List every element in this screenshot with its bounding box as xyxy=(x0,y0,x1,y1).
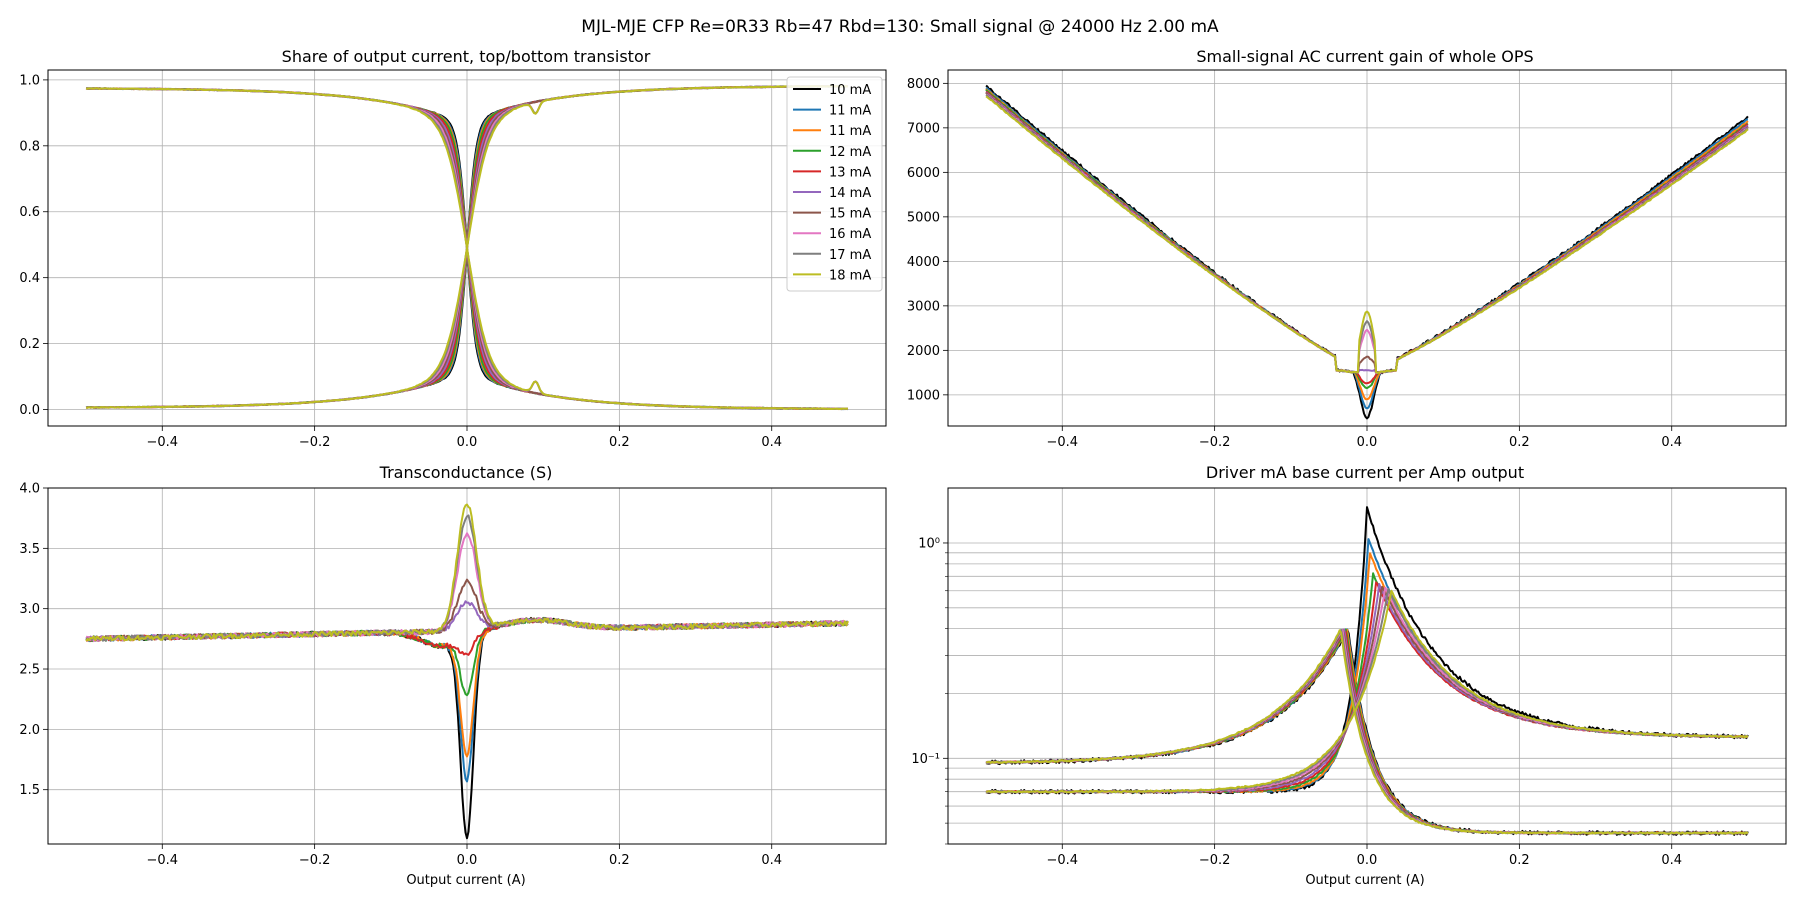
y-tick-label: 0.2 xyxy=(19,337,40,352)
series-group xyxy=(985,84,1749,420)
x-tick-label: 0.0 xyxy=(457,853,478,868)
series-group xyxy=(985,506,1749,836)
y-tick-label: 8000 xyxy=(907,77,940,92)
plot-frame xyxy=(947,69,1787,427)
legend-label: 17 mA xyxy=(829,248,871,263)
panel-transconductance: Transconductance (S) Output current (A) … xyxy=(19,463,887,888)
y-tick-label: 1.5 xyxy=(19,783,40,798)
y-tick-label: 0.8 xyxy=(19,139,40,154)
x-tick-label: −0.4 xyxy=(1046,435,1078,450)
legend-label: 14 mA xyxy=(829,186,871,201)
panel-title: Share of output current, top/bottom tran… xyxy=(282,47,651,66)
y-tick-label: 0.6 xyxy=(19,205,40,220)
x-tick-label: 0.4 xyxy=(761,435,782,450)
x-tick-label: −0.4 xyxy=(1046,853,1078,868)
y-tick-label: 2000 xyxy=(907,344,940,359)
series-line xyxy=(986,629,1749,835)
legend-label: 16 mA xyxy=(829,227,871,242)
x-axis-label: Output current (A) xyxy=(406,873,525,888)
y-tick-label: 6000 xyxy=(907,166,940,181)
legend: 10 mA 11 mA 11 mA 12 mA 13 mA 14 mA 15 mA 16 mA… xyxy=(786,76,883,292)
y-tick-label: 0.4 xyxy=(19,271,40,286)
x-axis-label: Output current (A) xyxy=(1305,873,1424,888)
y-tick-label: 1000 xyxy=(907,388,940,403)
y-tick-label: 3000 xyxy=(907,299,940,314)
x-tick-label: −0.2 xyxy=(299,435,331,450)
legend-label: 13 mA xyxy=(829,165,871,180)
series-group xyxy=(85,84,849,411)
y-tick-label: 5000 xyxy=(907,210,940,225)
legend-label: 15 mA xyxy=(829,207,871,222)
x-tick-label: 0.2 xyxy=(609,853,630,868)
panel-title: Driver mA base current per Amp output xyxy=(1206,463,1524,482)
series-line xyxy=(85,503,849,642)
y-tick-label: 4000 xyxy=(907,255,940,270)
x-tick-label: 0.0 xyxy=(1357,435,1378,450)
legend-label: 18 mA xyxy=(829,268,871,283)
x-tick-label: 0.2 xyxy=(1509,853,1530,868)
legend-label: 11 mA xyxy=(829,124,871,139)
x-tick-label: −0.2 xyxy=(1199,435,1231,450)
series-line xyxy=(85,246,849,410)
x-tick-label: −0.4 xyxy=(146,853,178,868)
x-tick-label: 0.2 xyxy=(1509,435,1530,450)
y-tick-label: 3.5 xyxy=(19,542,40,557)
legend-label: 12 mA xyxy=(829,145,871,160)
panel-driver: Driver mA base current per Amp output Ou… xyxy=(911,463,1787,888)
plot-frame xyxy=(47,69,887,427)
figure-suptitle: MJL-MJE CFP Re=0R33 Rb=47 Rbd=130: Small… xyxy=(581,17,1219,37)
series-line xyxy=(985,95,1749,374)
panel-title: Transconductance (S) xyxy=(379,463,553,482)
y-tick-label: 1.0 xyxy=(19,73,40,88)
y-tick-label: 3.0 xyxy=(19,602,40,617)
series-group xyxy=(85,503,849,840)
panel-share: Share of output current, top/bottom tran… xyxy=(19,47,887,450)
x-tick-label: 0.4 xyxy=(1661,435,1682,450)
legend-label: 10 mA xyxy=(829,83,871,98)
y-tick-label: 2.0 xyxy=(19,723,40,738)
plot-frame xyxy=(947,487,1787,845)
y-tick-label: 7000 xyxy=(907,121,940,136)
y-tick-label: 10⁻¹ xyxy=(911,752,940,767)
x-tick-label: 0.4 xyxy=(761,853,782,868)
x-tick-label: −0.2 xyxy=(1199,853,1231,868)
y-tick-label: 0.0 xyxy=(19,403,40,418)
x-tick-label: 0.0 xyxy=(1357,853,1378,868)
legend-label: 11 mA xyxy=(829,104,871,119)
panel-title: Small-signal AC current gain of whole OP… xyxy=(1196,47,1533,66)
y-tick-label: 4.0 xyxy=(19,482,40,497)
y-tick-label: 10⁰ xyxy=(918,536,940,551)
x-tick-label: 0.4 xyxy=(1661,853,1682,868)
x-tick-label: −0.4 xyxy=(146,435,178,450)
panel-gain: Small-signal AC current gain of whole OP… xyxy=(907,47,1787,450)
plot-frame xyxy=(47,487,887,845)
x-tick-label: −0.2 xyxy=(299,853,331,868)
x-tick-label: 0.2 xyxy=(609,435,630,450)
series-line xyxy=(986,589,1749,794)
x-tick-label: 0.0 xyxy=(457,435,478,450)
y-tick-label: 2.5 xyxy=(19,663,40,678)
